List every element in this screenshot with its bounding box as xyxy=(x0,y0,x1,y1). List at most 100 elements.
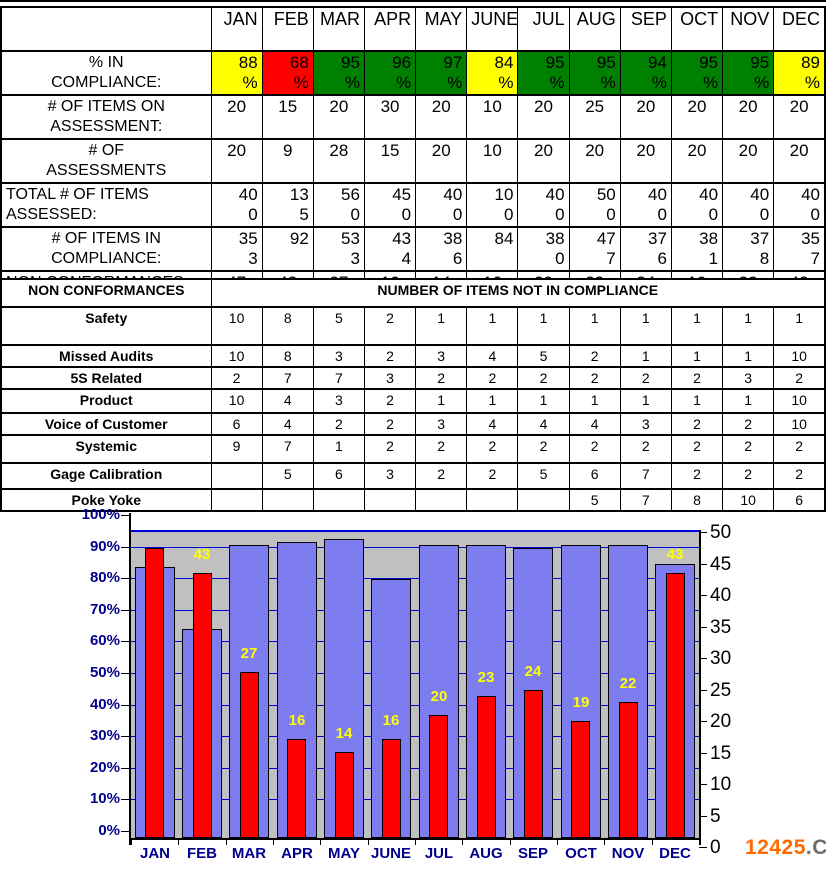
value-cell: 2 xyxy=(670,366,724,390)
value-cell: 20 xyxy=(415,138,468,184)
y-axis-left-tick xyxy=(121,515,130,516)
category-label-cell: Product xyxy=(0,388,212,414)
value-cell xyxy=(312,488,365,512)
value-cell: 6 xyxy=(773,488,826,512)
y-axis-right-label: 20 xyxy=(710,711,732,732)
month-header-cell: MAY xyxy=(415,6,468,52)
value-cell: 40 0 xyxy=(619,182,672,228)
value-cell: 20 xyxy=(415,94,468,140)
y-axis-right-label: 50 xyxy=(710,522,732,543)
y-axis-left-label: 0% xyxy=(98,822,120,839)
value-cell: 6 xyxy=(312,462,365,490)
value-cell xyxy=(466,488,519,512)
value-cell: 3 xyxy=(619,412,672,436)
value-cell: 6 xyxy=(568,462,621,490)
y-axis-left-tick xyxy=(121,799,130,800)
value-cell: 1 xyxy=(517,306,570,346)
x-axis-tick xyxy=(178,838,179,845)
value-cell: 10 xyxy=(210,306,263,346)
y-axis-right-tick xyxy=(699,816,707,817)
value-cell: 8 xyxy=(261,306,314,346)
chart-plot-area xyxy=(131,530,699,840)
value-cell: 20 xyxy=(210,94,263,140)
value-cell: 4 xyxy=(466,412,519,436)
month-header-cell: NOV xyxy=(722,6,775,52)
x-axis-label: DEC xyxy=(659,845,691,862)
table-row: # OF ITEMS ON ASSESSMENT: 20 15 20 30 20 10 20 2… xyxy=(0,94,826,140)
value-cell: 3 xyxy=(722,366,775,390)
value-cell: 2 xyxy=(722,412,775,436)
compliance-cell: 96% xyxy=(363,50,417,96)
bar-compliance xyxy=(466,545,506,838)
value-cell xyxy=(261,488,314,512)
month-header-cell: MAR xyxy=(312,6,365,52)
value-cell: 2 xyxy=(568,344,621,368)
category-label-cell: Poke Yoke xyxy=(0,488,212,512)
compliance-cell: 89% xyxy=(773,50,826,96)
value-cell: 40 0 xyxy=(415,182,468,228)
value-cell: 4 xyxy=(466,344,519,368)
compliance-cell: 95% xyxy=(568,50,621,96)
y-axis-right-label: 35 xyxy=(710,617,732,638)
category-label-cell: Gage Calibration xyxy=(0,462,212,490)
y-axis-right-tick xyxy=(699,532,707,533)
x-axis-tick xyxy=(131,838,132,845)
value-cell: 38 6 xyxy=(415,226,468,272)
value-cell: 20 xyxy=(312,94,365,140)
bar-value-label: 20 xyxy=(430,688,448,705)
value-cell: 3 xyxy=(312,344,365,368)
value-cell: 10 xyxy=(466,138,519,184)
gridline xyxy=(131,799,699,800)
value-cell: 7 xyxy=(619,462,672,490)
compliance-cell: 68% xyxy=(261,50,314,96)
table-row: # OF ASSESSMENTS 20 9 28 15 20 10 20 20 20 20 20 20 xyxy=(0,138,826,184)
value-cell: 1 xyxy=(619,306,672,346)
y-axis-left-tick xyxy=(121,578,130,579)
value-cell: 5 xyxy=(261,462,314,490)
value-cell: 1 xyxy=(568,306,621,346)
value-cell: 2 xyxy=(363,344,417,368)
value-cell: 2 xyxy=(773,434,826,464)
y-axis-right-label: 10 xyxy=(710,774,732,795)
value-cell: 20 xyxy=(722,138,775,184)
bar-nonconformance xyxy=(619,702,638,838)
bar-nonconformance xyxy=(429,715,448,838)
value-cell: 3 xyxy=(363,462,417,490)
value-cell: 20 xyxy=(722,94,775,140)
value-cell: 53 3 xyxy=(312,226,365,272)
y-axis-left-label: 30% xyxy=(89,727,120,744)
value-cell: 4 xyxy=(568,412,621,436)
bar-nonconformance xyxy=(571,721,590,838)
bar-value-label: 19 xyxy=(572,694,590,711)
value-cell: 45 0 xyxy=(363,182,417,228)
gridline xyxy=(131,641,699,642)
value-cell: 1 xyxy=(619,344,672,368)
bar-compliance xyxy=(182,629,222,838)
month-header-cell: JAN xyxy=(210,6,263,52)
value-cell: 7 xyxy=(619,488,672,512)
y-axis-right-label: 30 xyxy=(710,648,732,669)
value-cell: 2 xyxy=(619,366,672,390)
value-cell: 1 xyxy=(722,388,775,414)
value-cell: 40 0 xyxy=(517,182,570,228)
x-axis-label: JUL xyxy=(424,845,454,862)
compliance-summary-table: JAN FEB MAR APR MAY JUNE JUL AUG SEP OCT NOV DEC% I… xyxy=(0,6,826,296)
x-axis-tick xyxy=(462,838,463,845)
value-cell: 40 0 xyxy=(210,182,263,228)
bar-nonconformance xyxy=(145,548,164,838)
watermark-gray: .CN xyxy=(805,836,826,859)
value-cell: 1 xyxy=(722,306,775,346)
value-cell: 10 xyxy=(210,344,263,368)
value-cell: 1 xyxy=(722,344,775,368)
x-axis-tick xyxy=(652,838,653,845)
category-label-cell: 5S Related xyxy=(0,366,212,390)
month-header-cell: JUL xyxy=(517,6,570,52)
value-cell: 10 xyxy=(466,94,519,140)
top-divider xyxy=(0,0,826,2)
compliance-cell: 94% xyxy=(619,50,672,96)
row-label-cell: % IN COMPLIANCE: xyxy=(0,50,212,96)
value-cell: 2 xyxy=(415,434,468,464)
x-axis-label: JAN xyxy=(139,845,170,862)
table-row: Gage Calibration 5 6 3 2 2 5 6 7 2 2 2 xyxy=(0,462,826,490)
row-label-cell: # OF ITEMS IN COMPLIANCE: xyxy=(0,226,212,272)
